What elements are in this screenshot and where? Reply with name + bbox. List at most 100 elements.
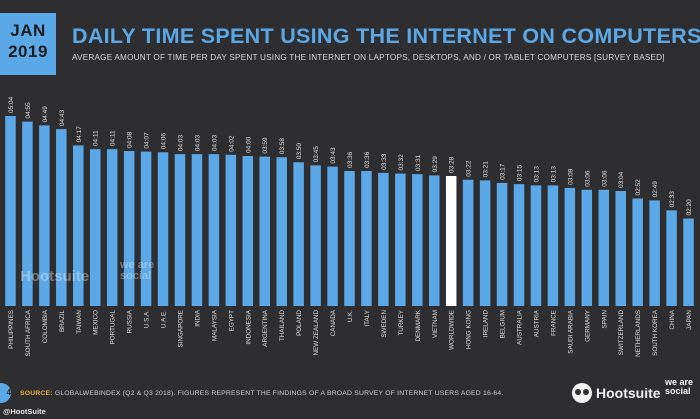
bar-india (191, 154, 203, 306)
bar-spain (598, 189, 610, 306)
bar-portugal (106, 149, 118, 306)
we-are-social-logo: we are social (665, 377, 694, 396)
value-label: 03:31 (415, 154, 422, 171)
category-label: AUSTRIA (533, 309, 540, 337)
value-label: 04:07 (144, 132, 151, 149)
category-label: DENMARK (415, 309, 422, 341)
date-year: 2019 (8, 42, 48, 61)
category-label: TAIWAN (76, 310, 83, 334)
category-label: SAUDI ARABIA (567, 309, 574, 354)
category-label: VIETNAM (432, 310, 439, 338)
category-label: FRANCE (550, 310, 557, 336)
category-label: BELGIUM (500, 310, 507, 338)
bar-italy (361, 171, 372, 306)
hootsuite-logo: Hootsuite (572, 381, 661, 405)
bar-mexico (89, 149, 101, 306)
bar-ireland (479, 180, 491, 306)
bar-hong-kong (462, 179, 474, 306)
category-label: THAILAND (279, 310, 286, 342)
category-label: AUSTRALIA (517, 309, 524, 345)
category-label: HONG KONG (466, 310, 473, 349)
bar-vietnam (429, 175, 440, 306)
category-label: SOUTH AFRICA (25, 309, 32, 356)
value-label: 04:49 (42, 106, 49, 123)
category-label: EGYPT (228, 310, 235, 331)
bar-canada (327, 166, 338, 306)
bar-taiwan (73, 145, 84, 306)
category-label: CHINA (669, 309, 676, 329)
value-label: 04:03 (211, 134, 218, 151)
category-label: U.S.A. (144, 310, 151, 328)
value-label: 03:21 (483, 161, 490, 178)
value-label: 02:33 (669, 191, 676, 208)
source-text: GLOBALWEBINDEX (Q2 & Q3 2018). FIGURES R… (54, 390, 504, 397)
bar-china (666, 210, 677, 306)
value-label: 04:03 (194, 134, 201, 151)
chart-subtitle: AVERAGE AMOUNT OF TIME PER DAY SPENT USI… (72, 53, 665, 62)
value-label: 03:06 (584, 170, 591, 187)
source-note: SOURCE: GLOBALWEBINDEX (Q2 & Q3 2018). F… (20, 390, 503, 397)
value-label: 04:43 (59, 109, 66, 126)
category-label: RUSSIA (127, 309, 134, 333)
bar-france (547, 185, 559, 306)
bar-turkey (395, 173, 406, 306)
bar-belgium (496, 182, 508, 306)
value-label: 03:36 (364, 151, 371, 168)
value-label: 03:15 (517, 164, 524, 181)
bar-australia (513, 184, 525, 306)
category-label: MALAYSIA (211, 309, 218, 341)
value-label: 03:22 (466, 160, 473, 177)
category-label: PHILIPPINES (8, 310, 15, 349)
value-label: 03:06 (601, 170, 608, 187)
category-label: MEXICO (93, 310, 100, 335)
bar-colombia (39, 125, 50, 307)
value-label: 03:50 (296, 143, 303, 160)
bar-netherlands (632, 198, 643, 306)
value-label: 04:11 (93, 130, 100, 146)
bar-denmark (412, 174, 423, 306)
value-label: 03:58 (279, 138, 286, 155)
bar-poland (293, 162, 304, 306)
category-label: POLAND (296, 310, 303, 336)
category-label: ITALY (364, 309, 371, 326)
category-label: ARGENTINA (262, 309, 269, 347)
owl-icon (572, 383, 592, 403)
value-label: 04:02 (228, 135, 235, 152)
value-label: 04:06 (161, 133, 168, 150)
source-label: SOURCE: (20, 390, 53, 397)
category-label: BRAZIL (59, 310, 66, 333)
category-label: U.A.E. (161, 310, 168, 328)
category-label: INDIA (194, 309, 201, 327)
bar-philippines (5, 116, 16, 306)
value-label: 04:03 (177, 134, 184, 151)
category-label: COLOMBIA (42, 309, 49, 343)
category-label: IRELAND (483, 310, 490, 338)
bar-switzerland (615, 191, 626, 306)
watermark-hootsuite: Hootsuite (20, 268, 90, 285)
bar-worldwide (445, 176, 457, 306)
value-label: 02:20 (686, 199, 693, 216)
bar-sweden (378, 172, 389, 306)
category-label: WORLDWIDE (449, 310, 456, 350)
bar-u-a-e (157, 152, 169, 306)
bar-u-k (344, 171, 355, 306)
date-badge: JAN 2019 (0, 13, 56, 75)
value-label: 04:00 (245, 136, 252, 153)
value-label: 03:43 (330, 147, 337, 164)
bar-indonesia (242, 156, 254, 306)
bar-south-africa (22, 121, 33, 307)
category-label: PORTUGAL (110, 310, 117, 345)
value-label: 03:13 (533, 166, 540, 183)
value-label: 04:11 (110, 130, 117, 146)
value-label: 03:33 (381, 153, 388, 170)
bar-south-korea (649, 200, 660, 306)
category-label: SWEDEN (381, 310, 388, 338)
bar-argentina (259, 156, 270, 306)
category-label: JAPAN (686, 310, 693, 330)
value-label: 03:09 (567, 168, 574, 185)
bar-russia (123, 151, 135, 306)
category-label: U.K. (347, 310, 354, 322)
value-label: 03:13 (550, 166, 557, 183)
chart-title: DAILY TIME SPENT USING THE INTERNET ON C… (72, 24, 700, 48)
category-label: NETHERLANDS (635, 310, 642, 357)
